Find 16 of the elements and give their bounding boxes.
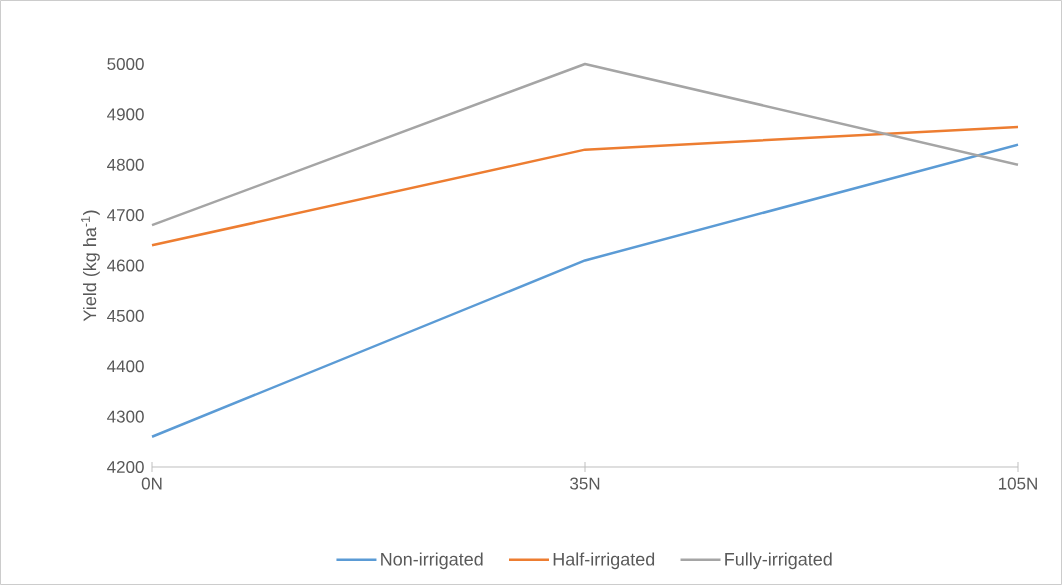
legend-label: Half-irrigated (553, 552, 655, 570)
y-tick-label: 4900 (107, 108, 144, 121)
legend-label: Non-irrigated (381, 552, 483, 570)
x-tick-label: 35N (570, 477, 600, 490)
y-tick-label: 4200 (107, 460, 144, 474)
y-tick-label: 4400 (107, 360, 144, 373)
y-tick-label: 4500 (107, 309, 144, 322)
y-tick-label: 4800 (107, 158, 144, 171)
y-tick-label: 4300 (107, 410, 144, 423)
x-tick-label: 105N (998, 477, 1037, 490)
y-tick-label: 4600 (107, 259, 144, 272)
y-tick-label: 4700 (107, 209, 144, 222)
y-tick-label: 5000 (107, 57, 144, 71)
x-tick-label: 0N (141, 477, 162, 490)
y-axis-title: Yield (kg ha$^{-1}$) (81, 210, 100, 322)
legend-label: Fully-irrigated (725, 552, 832, 570)
